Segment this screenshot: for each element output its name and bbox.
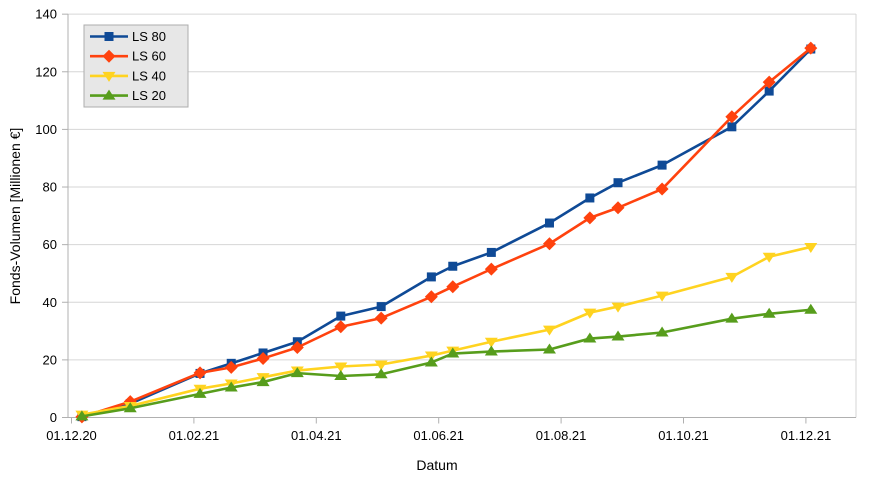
marker-triangle-up-ls-20 <box>655 326 669 337</box>
gridlines <box>68 13 857 418</box>
marker-triangle-down-ls-40 <box>655 291 669 302</box>
x-tick-label: 01.12.20 <box>46 428 97 443</box>
legend-label-ls-20: LS 20 <box>132 88 166 103</box>
legend-item-ls-60: LS 60 <box>90 49 166 64</box>
marker-triangle-up-ls-20 <box>583 332 597 343</box>
legend-box <box>83 24 189 108</box>
y-tick-label: 80 <box>43 180 57 195</box>
marker-triangle-down-ls-40 <box>804 242 818 253</box>
marker-triangle-up-ls-20 <box>123 402 137 413</box>
x-tick-label: 01.12.21 <box>781 428 832 443</box>
x-tick-label: 01.04.21 <box>291 428 342 443</box>
legend: LS 80 LS 60 LS 40 LS 20 <box>83 24 189 108</box>
marker-triangle-down-ls-40 <box>762 252 776 263</box>
marker-square-ls-80 <box>657 160 667 170</box>
x-axis-title: Datum <box>416 457 457 473</box>
legend-label-ls-40: LS 40 <box>132 68 166 83</box>
marker-diamond-ls-60 <box>725 110 739 124</box>
legend-marker-ls-80 <box>104 32 114 41</box>
y-axis-title: Fonds-Volumen [Millionen €] <box>7 128 23 305</box>
series-line-ls-40 <box>80 245 813 416</box>
y-tick-labels: 0 20 40 60 80 100 120 140 <box>35 7 57 425</box>
marker-diamond-ls-60 <box>804 41 818 55</box>
legend-item-ls-80: LS 80 <box>90 29 166 44</box>
marker-triangle-up-ls-20 <box>224 381 238 392</box>
legend-item-ls-40: LS 40 <box>90 68 166 83</box>
legend-marker-ls-60 <box>102 49 116 63</box>
x-tick-label: 01.08.21 <box>536 428 587 443</box>
marker-triangle-up-ls-20 <box>611 330 625 341</box>
marker-triangle-down-ls-40 <box>374 360 388 371</box>
marker-square-ls-80 <box>336 311 346 321</box>
marker-square-ls-80 <box>613 178 623 188</box>
y-tick-label: 0 <box>50 410 57 425</box>
marker-diamond-ls-60 <box>484 262 498 276</box>
marker-diamond-ls-60 <box>374 311 388 325</box>
marker-diamond-ls-60 <box>256 351 270 365</box>
series-line-ls-80 <box>80 47 813 418</box>
marker-square-ls-80 <box>544 218 554 228</box>
y-tick-label: 100 <box>35 122 57 137</box>
marker-diamond-ls-60 <box>583 211 597 225</box>
x-tick-label: 01.10.21 <box>658 428 709 443</box>
marker-triangle-up-ls-20 <box>446 347 460 358</box>
marker-triangle-up-ls-20 <box>256 376 270 387</box>
marker-triangle-down-ls-40 <box>611 302 625 313</box>
series-ls-20 <box>75 303 818 421</box>
legend-label-ls-60: LS 60 <box>132 49 166 64</box>
series-ls-60 <box>75 41 818 424</box>
marker-diamond-ls-60 <box>224 360 238 374</box>
marker-triangle-up-ls-20 <box>762 307 776 318</box>
x-tick-label: 01.06.21 <box>413 428 464 443</box>
series-line-ls-20 <box>80 308 813 418</box>
marker-triangle-down-ls-40 <box>542 325 556 336</box>
marker-diamond-ls-60 <box>762 75 776 89</box>
marker-diamond-ls-60 <box>611 201 625 215</box>
marker-diamond-ls-60 <box>193 366 207 380</box>
marker-diamond-ls-60 <box>424 290 438 304</box>
marker-triangle-down-ls-40 <box>583 308 597 319</box>
marker-triangle-up-ls-20 <box>290 367 304 378</box>
marker-diamond-ls-60 <box>542 237 556 251</box>
marker-triangle-down-ls-40 <box>334 362 348 373</box>
marker-square-ls-80 <box>426 272 436 282</box>
marker-square-ls-80 <box>727 122 737 132</box>
marker-triangle-up-ls-20 <box>374 368 388 379</box>
marker-square-ls-80 <box>585 193 595 203</box>
marker-square-ls-80 <box>376 302 386 312</box>
marker-triangle-down-ls-40 <box>725 272 739 283</box>
marker-triangle-up-ls-20 <box>75 410 89 421</box>
marker-triangle-down-ls-40 <box>484 337 498 348</box>
marker-triangle-up-ls-20 <box>484 345 498 356</box>
marker-diamond-ls-60 <box>655 182 669 196</box>
y-tick-label: 120 <box>35 64 57 79</box>
legend-marker-ls-40 <box>102 71 116 82</box>
marker-triangle-up-ls-20 <box>542 343 556 354</box>
legend-marker-ls-20 <box>102 89 116 100</box>
marker-square-ls-80 <box>448 261 458 271</box>
marker-triangle-up-ls-20 <box>193 387 207 398</box>
y-tick-label: 60 <box>43 237 57 252</box>
legend-item-ls-20: LS 20 <box>90 88 166 103</box>
marker-diamond-ls-60 <box>446 280 460 294</box>
legend-label-ls-80: LS 80 <box>132 29 166 44</box>
y-tick-label: 20 <box>43 352 57 367</box>
x-tick-labels: 01.12.20 01.02.21 01.04.21 01.06.21 01.08.21… <box>46 428 831 443</box>
marker-triangle-up-ls-20 <box>725 312 739 323</box>
x-tick-label: 01.02.21 <box>169 428 220 443</box>
axes <box>62 13 856 424</box>
marker-diamond-ls-60 <box>290 340 304 354</box>
marker-square-ls-80 <box>486 247 496 257</box>
marker-square-ls-80 <box>764 86 774 96</box>
marker-triangle-up-ls-20 <box>424 356 438 367</box>
y-tick-label: 40 <box>43 295 57 310</box>
y-tick-label: 140 <box>35 7 57 22</box>
series-line-ls-60 <box>80 46 813 419</box>
marker-diamond-ls-60 <box>334 320 348 334</box>
marker-triangle-up-ls-20 <box>334 370 348 381</box>
data-series <box>75 41 818 424</box>
marker-triangle-up-ls-20 <box>804 303 818 314</box>
